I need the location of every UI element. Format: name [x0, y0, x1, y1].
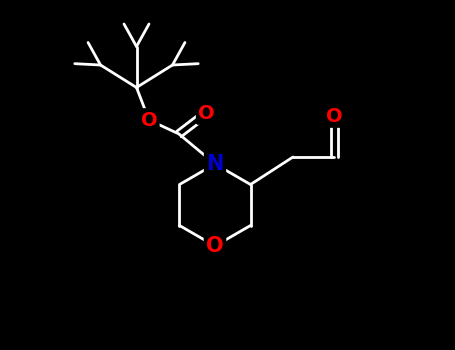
- Text: O: O: [198, 104, 215, 122]
- Text: O: O: [206, 236, 224, 256]
- Text: O: O: [326, 106, 342, 126]
- Text: O: O: [141, 111, 157, 130]
- Text: N: N: [206, 154, 224, 174]
